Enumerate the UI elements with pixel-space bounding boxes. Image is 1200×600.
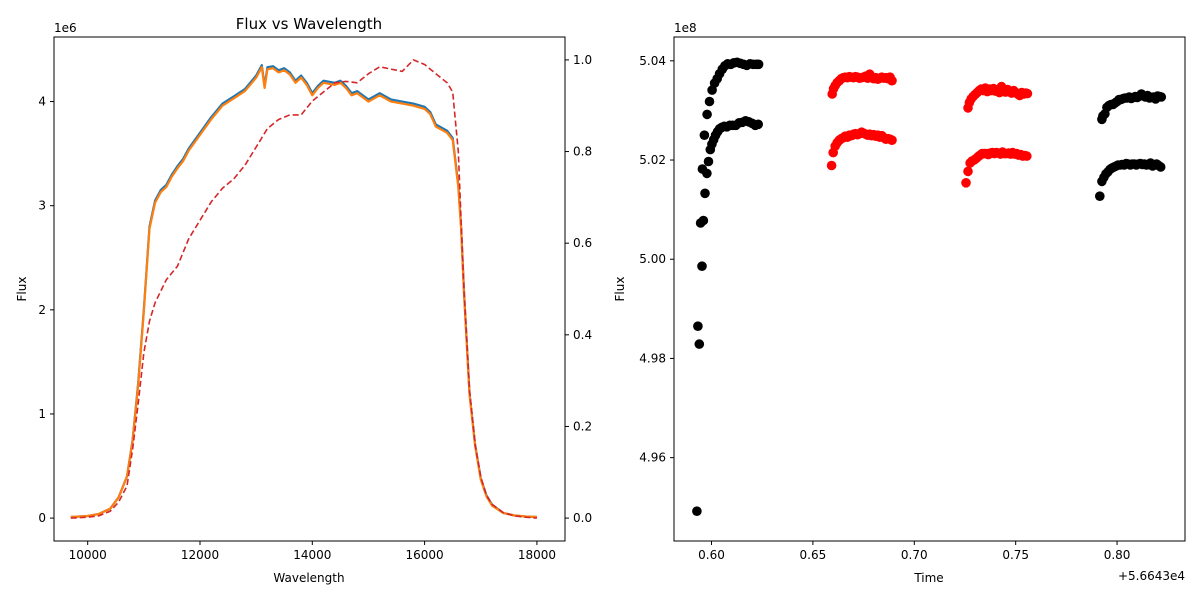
data-point: [693, 321, 703, 332]
y-tick-label: 4.96: [639, 451, 666, 465]
data-point: [887, 75, 897, 86]
data-point: [1155, 162, 1166, 172]
y-tick-label: 2: [38, 303, 46, 317]
x-axis-offset-label: +5.6643e4: [1118, 569, 1185, 583]
y-axis-label: Flux: [15, 277, 29, 302]
y-tick-label: 5.02: [639, 153, 666, 167]
data-point: [700, 188, 710, 199]
y-tick-label: 5.00: [639, 252, 666, 266]
data-point: [1095, 191, 1105, 201]
timeseries-plot: 0.60 0.65 0.70 0.75 0.80 4.96 4.98 5.00 5.02 5.0…: [613, 21, 1186, 585]
y-axis-ticks: 4.96 4.98 5.00 5.02 5.04: [639, 54, 674, 465]
x-tick-label: 0.65: [800, 548, 827, 562]
y2-tick-label: 1.0: [573, 53, 592, 67]
data-point: [1022, 151, 1032, 161]
spectrum-plot: Flux vs Wavelength 10000 12000 14000 16000 1…: [15, 15, 592, 585]
x-tick-label: 16000: [406, 548, 444, 562]
plot-frame: [53, 36, 566, 542]
data-point: [704, 96, 715, 107]
secondary-y-axis-ticks: 0.0 0.2 0.4 0.6 0.8 1.0: [565, 53, 592, 525]
y-axis-label: Flux: [613, 277, 627, 302]
data-point: [1022, 88, 1033, 99]
data-point: [694, 339, 705, 349]
y2-tick-label: 0.0: [573, 511, 592, 525]
y-tick-label: 3: [38, 199, 46, 213]
chart-title: Flux vs Wavelength: [236, 15, 382, 33]
x-tick-label: 0.80: [1104, 548, 1131, 562]
y-tick-label: 5.04: [639, 54, 666, 68]
x-tick-label: 14000: [293, 548, 331, 562]
spectrum-series-group: [70, 59, 537, 519]
series-line-2: [70, 66, 537, 519]
y2-tick-label: 0.2: [573, 419, 592, 433]
data-point: [699, 130, 710, 140]
x-axis-ticks: 0.60 0.65 0.70 0.75 0.80: [698, 541, 1130, 562]
x-tick-label: 18000: [518, 548, 556, 562]
y-tick-label: 4.98: [639, 351, 666, 365]
x-tick-label: 0.60: [698, 548, 725, 562]
data-point: [963, 166, 973, 177]
y2-tick-label: 0.6: [573, 236, 592, 250]
data-point: [703, 156, 714, 167]
x-axis-label: Time: [913, 571, 943, 585]
y-tick-label: 0: [38, 511, 46, 525]
y-tick-label: 4: [38, 95, 46, 109]
y-tick-label: 1: [38, 407, 46, 421]
y-axis-offset-label: 1e6: [54, 21, 77, 35]
x-axis-label: Wavelength: [273, 571, 344, 585]
data-point: [826, 160, 837, 171]
timeseries-points-group: [692, 57, 1167, 516]
x-axis-ticks: 10000 12000 14000 16000 18000: [69, 541, 556, 562]
x-tick-label: 10000: [69, 548, 107, 562]
y2-tick-label: 0.4: [573, 328, 592, 342]
data-point: [692, 506, 702, 516]
series-line-1: [70, 63, 537, 519]
y2-tick-label: 0.8: [573, 145, 592, 159]
data-point: [961, 178, 971, 188]
x-tick-label: 0.75: [1002, 548, 1029, 562]
data-point: [887, 135, 897, 145]
data-point: [1156, 92, 1167, 102]
data-point: [702, 109, 712, 120]
data-point: [753, 59, 764, 70]
x-tick-label: 12000: [181, 548, 219, 562]
series-line-3: [70, 59, 537, 519]
data-point: [697, 261, 707, 272]
y-axis-offset-label: 1e8: [674, 21, 697, 35]
data-point: [698, 215, 709, 226]
data-point: [753, 119, 763, 130]
data-point: [697, 164, 708, 174]
y-axis-ticks: 0 1 2 3 4: [38, 95, 54, 525]
plot-frame: [673, 36, 1186, 542]
x-tick-label: 0.70: [901, 548, 928, 562]
